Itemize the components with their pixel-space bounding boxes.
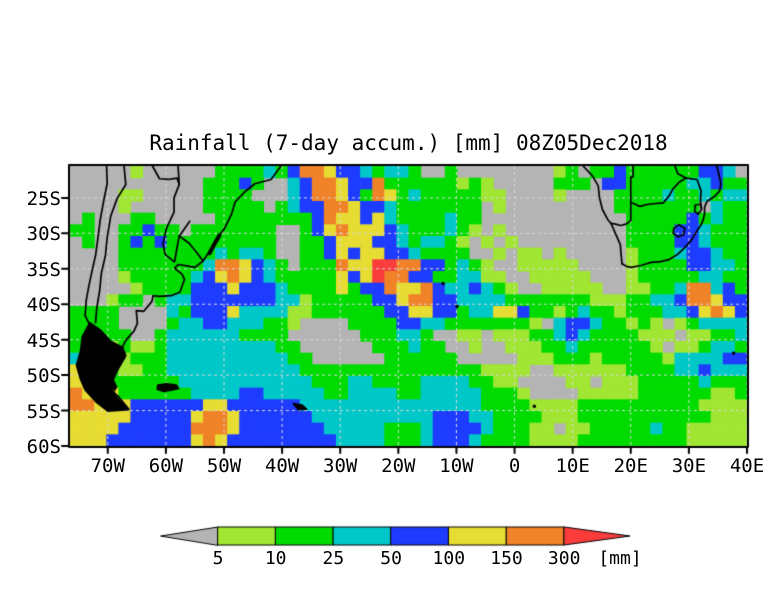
- x-tick-label-10E: 10E: [555, 455, 590, 477]
- colorbar-value-300: 300: [547, 548, 581, 569]
- y-tick-label-60S: 60S: [26, 436, 61, 458]
- x-tick-label-40E: 40E: [729, 455, 765, 477]
- y-tick-label-30S: 30S: [26, 223, 61, 246]
- y-tick-label-35S: 35S: [26, 258, 61, 281]
- colorbar-value-100: 100: [432, 548, 466, 569]
- colorbar-value-5: 5: [212, 548, 224, 569]
- x-tick-label-60W: 60W: [148, 455, 184, 477]
- x-tick-label-50W: 50W: [206, 455, 242, 477]
- colorbar-unit-label: [mm]: [598, 548, 642, 569]
- x-tick-label-40W: 40W: [264, 455, 300, 477]
- y-tick-label-55S: 55S: [26, 400, 61, 423]
- x-tick-label-0: 0: [508, 455, 521, 477]
- colorbar-value-10: 10: [264, 548, 287, 569]
- x-tick-label-20E: 20E: [613, 455, 648, 477]
- y-tick-label-25S: 25S: [26, 187, 61, 210]
- x-tick-label-20W: 20W: [381, 455, 416, 477]
- colorbar-value-25: 25: [322, 548, 345, 569]
- x-tick-label-70W: 70W: [90, 455, 125, 477]
- plot-title: Rainfall (7-day accum.) [mm] 08Z05Dec201…: [149, 131, 668, 155]
- y-tick-label-40S: 40S: [26, 294, 61, 317]
- x-tick-label-10W: 10W: [439, 455, 474, 477]
- x-tick-label-30W: 30W: [323, 455, 358, 477]
- y-tick-label-45S: 45S: [26, 329, 61, 352]
- colorbar-value-50: 50: [380, 548, 402, 569]
- colorbar-value-150: 150: [490, 548, 523, 569]
- x-tick-label-30E: 30E: [671, 455, 707, 477]
- y-tick-label-50S: 50S: [26, 365, 61, 388]
